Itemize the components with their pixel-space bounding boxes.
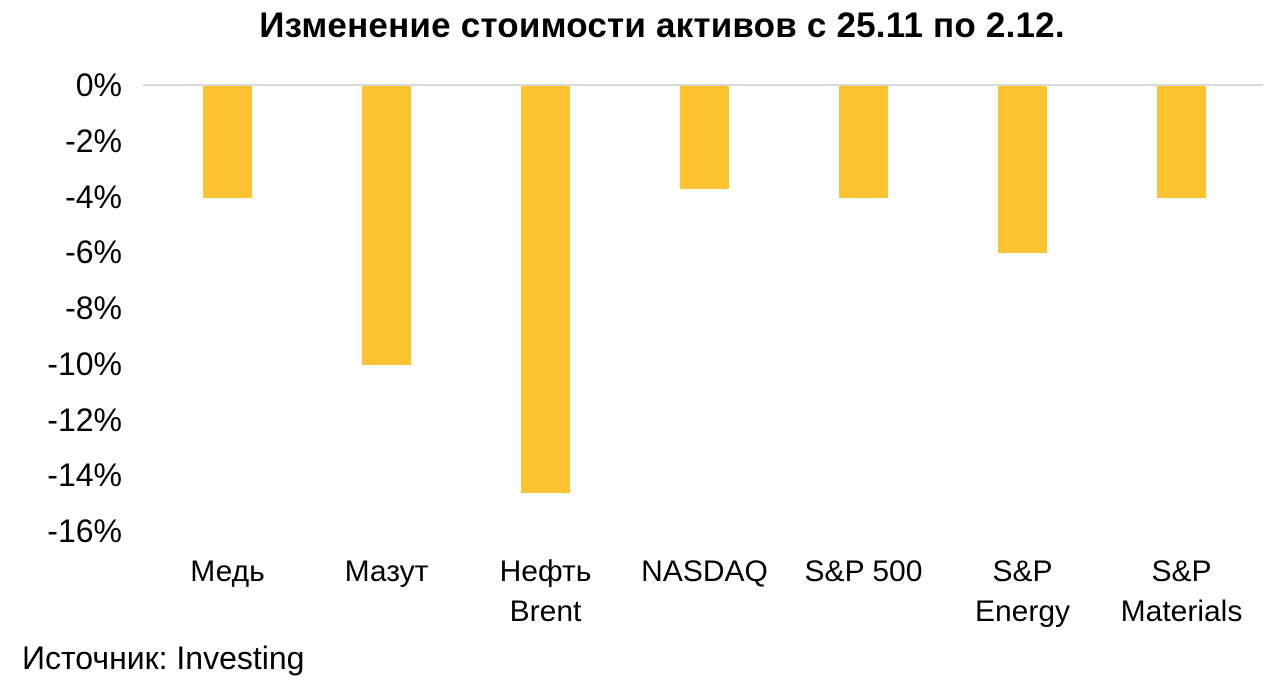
y-tick-label: -10% <box>47 345 122 382</box>
bar-нефть-brent <box>521 86 570 493</box>
x-label-s-p-energy: S&P Energy <box>974 555 1071 628</box>
y-tick-label: 0% <box>75 67 122 103</box>
x-label-мазут: Мазут <box>344 555 429 588</box>
chart-title: Изменение стоимости активов с 25.11 по 2… <box>259 6 1065 45</box>
bar-мазут <box>362 86 411 365</box>
bar-медь <box>203 86 252 198</box>
y-tick-label: -2% <box>65 122 122 159</box>
y-tick-label: -12% <box>47 401 122 438</box>
y-axis: 0% -2% -4% -6% -8% -10% -12% -14% -16% <box>0 67 122 549</box>
bar-s-p-500 <box>839 86 888 198</box>
y-tick-label: -14% <box>47 457 122 494</box>
y-tick-label: -8% <box>65 290 122 326</box>
x-label-nasdaq: NASDAQ <box>641 555 768 588</box>
x-label-медь: Медь <box>190 555 265 588</box>
bar-s-p-materials <box>1157 86 1206 198</box>
x-axis: Медь Мазут Нефть Brent NASDAQ S&P 500 S&P Energ… <box>148 552 1263 642</box>
zero-gridline <box>143 84 1263 86</box>
bar-s-p-energy <box>998 86 1047 254</box>
x-label-s-p-500: S&P 500 <box>804 555 923 588</box>
x-label-нефть-brent: Нефть Brent <box>499 555 592 628</box>
y-tick-label: -6% <box>65 234 122 271</box>
y-tick-label: -16% <box>47 513 122 549</box>
bar-nasdaq <box>680 86 729 190</box>
source-caption: Источник: Investing <box>22 640 305 676</box>
x-label-s-p-materials: S&P Materials <box>1120 555 1243 628</box>
y-tick-label: -4% <box>65 178 122 215</box>
plot-area <box>143 84 1263 532</box>
